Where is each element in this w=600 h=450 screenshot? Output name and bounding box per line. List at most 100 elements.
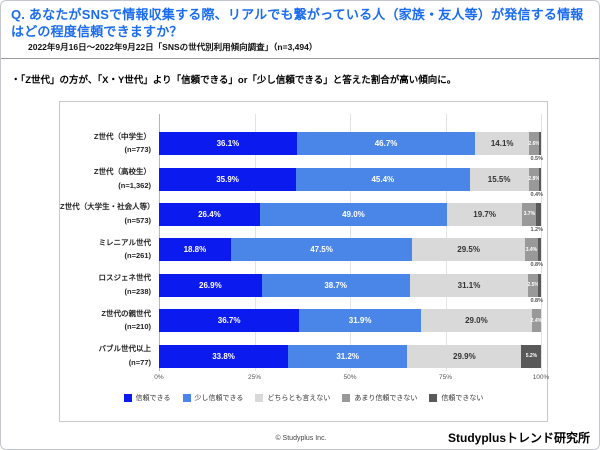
small-value-callout: 1.2% bbox=[530, 226, 543, 233]
page-title: Q. あなたがSNSで情報収集する際、リアルでも繋がっている人（家族・友人等）が… bbox=[11, 7, 584, 40]
header-divider bbox=[1, 58, 599, 59]
segment-value-label: 26.4% bbox=[198, 209, 221, 219]
segment-value-label: 45.4% bbox=[371, 174, 395, 184]
bar-segment-少し信頼できる: 38.7% bbox=[261, 273, 410, 297]
chart-row: Z世代（高校生） (n=1,362) 35.9% 45.4% 15.5% 2.8% 0.4% bbox=[60, 161, 547, 198]
bar-segment-少し信頼できる: 31.2% bbox=[288, 344, 408, 368]
bar-segment-どちらとも言えない: 19.7% bbox=[447, 202, 523, 226]
bar-segment-あまり信頼できない: 2.5% bbox=[527, 273, 539, 297]
segment-value-label: 46.7% bbox=[374, 139, 398, 149]
x-tick-label: 100% bbox=[532, 374, 550, 381]
bar-segment-信頼できる: 18.8% bbox=[159, 238, 231, 262]
legend-label: あまり信頼できない bbox=[354, 395, 418, 402]
chart-row: Z世代（大学生・社会人等） (n=573) 26.4% 49.0% 19.7% 3.7% 1… bbox=[60, 197, 547, 233]
bar-segment-信頼できる: 35.9% bbox=[159, 167, 297, 191]
copyright-text: © Studyplus Inc. bbox=[275, 435, 327, 442]
gridline-100% bbox=[541, 114, 542, 371]
bar-segment-どちらとも言えない: 29.0% bbox=[421, 309, 532, 333]
bar-segment-少し信頼できる: 47.5% bbox=[230, 238, 413, 262]
segment-value-label: 36.7% bbox=[217, 316, 241, 326]
category-name: Z世代（大学生・社会人等） bbox=[60, 202, 155, 212]
bar-segment-少し信頼できる: 45.4% bbox=[296, 167, 470, 191]
bar-segment-少し信頼できる: 49.0% bbox=[259, 202, 448, 226]
small-value-callout: 0.8% bbox=[530, 297, 543, 304]
legend-label: 信頼できる bbox=[135, 395, 171, 402]
chart-row: ミレニアル世代 (n=261) 18.8% 47.5% 29.5% 3.4% 0.8% bbox=[60, 232, 547, 268]
segment-value-label: 35.9% bbox=[216, 174, 239, 184]
bar-segment-どちらとも言えない: 31.1% bbox=[409, 273, 529, 297]
bar-track: 36.1% 46.7% 14.1% 2.6% 0.5% bbox=[159, 132, 543, 162]
brand-name: Studyplusトレンド研究所 bbox=[447, 431, 590, 445]
legend-label: 少し信頼できる bbox=[194, 395, 244, 402]
category-sample-size: (n=1,362) bbox=[118, 180, 151, 190]
category-label: ロスジェネ世代 (n=238) bbox=[60, 273, 159, 296]
bar-segment-あまり信頼できない: 3.7% bbox=[522, 202, 537, 226]
bar-segment-信頼できない bbox=[537, 238, 541, 262]
chart-row: Z世代（中学生） (n=773) 36.1% 46.7% 14.1% 2.6% 0.5% bbox=[60, 126, 547, 162]
bar-segment-どちらとも言えない: 29.5% bbox=[412, 238, 525, 262]
legend-swatch bbox=[255, 394, 264, 402]
bar-segment-信頼できない bbox=[536, 202, 541, 226]
x-tick-label: 50% bbox=[343, 374, 357, 381]
category-sample-size: (n=77) bbox=[128, 357, 151, 367]
category-label: Z世代（中学生） (n=773) bbox=[60, 132, 159, 155]
category-sample-size: (n=210) bbox=[124, 322, 151, 332]
legend-item: 信頼できない bbox=[429, 393, 483, 403]
segment-value-label: 18.8% bbox=[183, 245, 207, 255]
small-value-callout: 0.4% bbox=[530, 191, 543, 198]
segment-value-label: 29.0% bbox=[465, 316, 488, 326]
category-sample-size: (n=261) bbox=[124, 251, 151, 261]
bar-segment-あまり信頼できない: 2.8% bbox=[528, 167, 540, 191]
category-name: ミレニアル世代 bbox=[98, 237, 151, 247]
bar-segment-信頼できない bbox=[537, 273, 541, 297]
bar-segment-少し信頼できる: 31.9% bbox=[299, 309, 422, 333]
segment-value-label: 2.5% bbox=[527, 282, 539, 289]
segment-value-label: 26.9% bbox=[199, 280, 222, 290]
bar-segment-どちらとも言えない: 14.1% bbox=[475, 132, 530, 156]
segment-value-label: 5.2% bbox=[525, 353, 538, 360]
segment-value-label: 2.6% bbox=[528, 140, 540, 147]
legend-swatch bbox=[182, 394, 191, 402]
segment-value-label: 49.0% bbox=[342, 209, 365, 219]
x-tick-label: 25% bbox=[247, 374, 262, 381]
category-name: Z世代（高校生） bbox=[93, 166, 151, 176]
insight-bullet: ・「Z世代」の方が、「X・Y世代」より「信頼できる」or「少し信頼できる」と答え… bbox=[11, 75, 457, 86]
x-tick-label: 75% bbox=[438, 374, 453, 381]
bar-track: 26.9% 38.7% 31.1% 2.5% 0.8% bbox=[159, 273, 543, 304]
bar-track: 36.7% 31.9% 29.0% 2.4% bbox=[159, 309, 542, 333]
survey-note: 2022年9月16日～2022年9月22日「SNSの世代別利用傾向調査」（n=3… bbox=[28, 42, 318, 52]
bar-segment-信頼できない bbox=[539, 132, 541, 156]
segment-value-label: 19.7% bbox=[473, 209, 496, 219]
category-label: Z世代（大学生・社会人等） (n=573) bbox=[60, 203, 159, 225]
bar-segment-信頼できる: 33.8% bbox=[159, 344, 289, 368]
category-name: ロスジェネ世代 bbox=[98, 273, 152, 283]
category-label: ミレニアル世代 (n=261) bbox=[60, 237, 159, 261]
bar-segment-信頼できない bbox=[539, 167, 541, 191]
category-sample-size: (n=238) bbox=[124, 286, 151, 296]
segment-value-label: 29.9% bbox=[453, 351, 476, 361]
segment-value-label: 31.9% bbox=[348, 316, 372, 326]
chart-row: Z世代の親世代 (n=210) 36.7% 31.9% 29.0% 2.4% bbox=[60, 303, 547, 338]
segment-value-label: 2.8% bbox=[528, 176, 540, 183]
bar-segment-信頼できる: 26.9% bbox=[159, 273, 262, 297]
category-sample-size: (n=773) bbox=[124, 145, 151, 155]
segment-value-label: 29.5% bbox=[457, 245, 480, 255]
legend-swatch bbox=[429, 394, 438, 402]
bar-track: 33.8% 31.2% 29.9% 5.2% bbox=[159, 344, 542, 368]
segment-value-label: 14.1% bbox=[490, 139, 514, 149]
category-name: バブル世代以上 bbox=[98, 343, 152, 353]
legend-swatch bbox=[123, 394, 132, 402]
segment-value-label: 36.1% bbox=[216, 139, 240, 149]
chart-legend: 信頼できる 少し信頼できる どちらとも言えない あまり信頼できない 信頼できない bbox=[60, 393, 547, 403]
bar-segment-どちらとも言えない: 29.9% bbox=[407, 344, 522, 368]
bar-track: 26.4% 49.0% 19.7% 3.7% 1.2% bbox=[159, 202, 543, 233]
legend-item: 信頼できる bbox=[123, 393, 171, 403]
small-value-callout: 0.5% bbox=[530, 156, 543, 163]
category-label: Z世代の親世代 (n=210) bbox=[60, 309, 159, 332]
segment-value-label: 33.8% bbox=[212, 351, 235, 361]
segment-value-label: 31.1% bbox=[457, 280, 481, 290]
legend-label: どちらとも言えない bbox=[267, 395, 331, 402]
bar-track: 35.9% 45.4% 15.5% 2.8% 0.4% bbox=[159, 167, 543, 198]
legend-item: 少し信頼できる bbox=[182, 393, 244, 403]
segment-value-label: 3.7% bbox=[523, 211, 536, 218]
